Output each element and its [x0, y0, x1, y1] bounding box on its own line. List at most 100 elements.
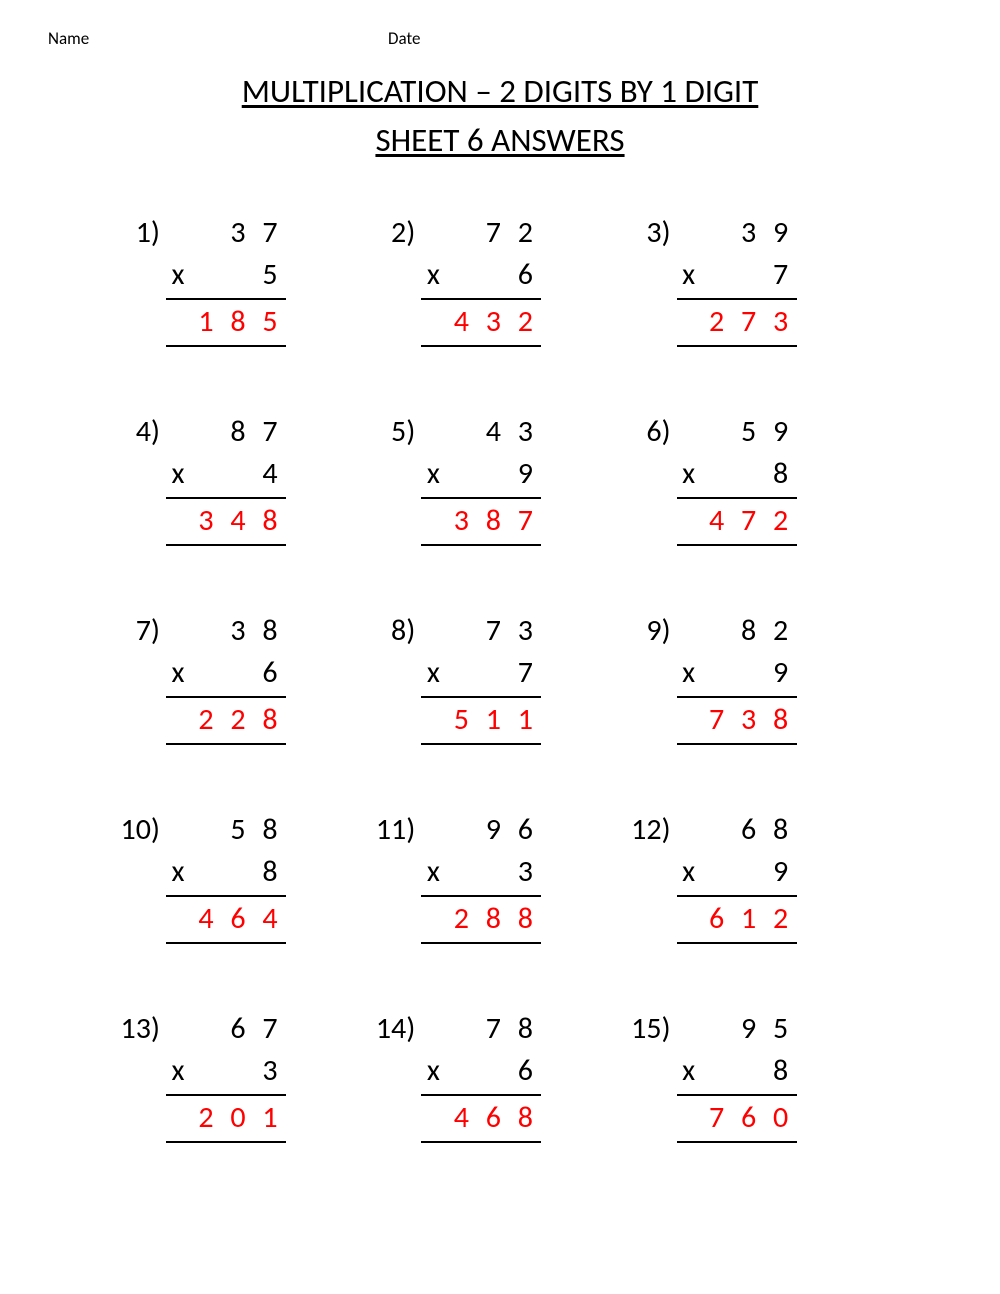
digit: 7 [254, 411, 286, 453]
digit [477, 254, 509, 296]
digit: 3 [509, 851, 541, 893]
digit: 3 [733, 699, 765, 741]
digit [222, 453, 254, 495]
multiplicand-row: 72 [421, 212, 541, 254]
digit: 8 [477, 898, 509, 940]
digit [733, 254, 765, 296]
digit: 6 [733, 809, 765, 851]
digit: 1 [477, 699, 509, 741]
problem: 2)72x6432 [363, 212, 618, 347]
digit [733, 453, 765, 495]
title-line-1: MULTIPLICATION – 2 DIGITS BY 1 DIGIT [242, 69, 759, 114]
multiplicand-row: 73 [421, 610, 541, 652]
digit: 5 [733, 411, 765, 453]
digit [733, 652, 765, 694]
digit: 1 [733, 898, 765, 940]
digit: 0 [222, 1097, 254, 1139]
name-label: Name [48, 28, 388, 49]
answer-row: 228 [166, 698, 286, 745]
digit [190, 610, 222, 652]
digit: 4 [254, 453, 286, 495]
answer-row: 738 [677, 698, 797, 745]
digit: 9 [509, 453, 541, 495]
digit: 3 [509, 411, 541, 453]
digit: 2 [190, 1097, 222, 1139]
worksheet-page: Name Date MULTIPLICATION – 2 DIGITS BY 1… [0, 0, 1000, 1183]
digit: 6 [477, 1097, 509, 1139]
problem-work: 43x9387 [421, 411, 541, 546]
digit: 2 [765, 500, 797, 542]
problem: 11)96x3288 [363, 809, 618, 944]
problem: 8)73x7511 [363, 610, 618, 745]
problem: 4)87x4348 [108, 411, 363, 546]
problem: 7)38x6228 [108, 610, 363, 745]
answer-row: 387 [421, 499, 541, 546]
problem: 6)59x8472 [619, 411, 874, 546]
problem: 3)39x7273 [619, 212, 874, 347]
digit: 9 [765, 411, 797, 453]
multiplier-row: x8 [166, 851, 286, 897]
digit: 2 [445, 898, 477, 940]
digit: 4 [445, 301, 477, 343]
digit [445, 411, 477, 453]
digit: 6 [733, 1097, 765, 1139]
times-operator: x [166, 254, 190, 296]
digit: 1 [254, 1097, 286, 1139]
digit: 8 [765, 809, 797, 851]
digit [701, 809, 733, 851]
digit: 3 [222, 212, 254, 254]
digit [445, 809, 477, 851]
times-operator: x [166, 652, 190, 694]
problem-work: 38x6228 [166, 610, 286, 745]
multiplicand-row: 96 [421, 809, 541, 851]
problem-number: 9) [619, 610, 675, 652]
answer-row: 201 [166, 1096, 286, 1143]
digit [701, 1008, 733, 1050]
answer-row: 468 [421, 1096, 541, 1143]
digit: 9 [477, 809, 509, 851]
digit: 2 [765, 610, 797, 652]
digit: 8 [254, 500, 286, 542]
multiplicand-row: 43 [421, 411, 541, 453]
date-label: Date [388, 28, 420, 49]
multiplier-row: x7 [677, 254, 797, 300]
digit: 7 [477, 610, 509, 652]
problem: 12)68x9612 [619, 809, 874, 944]
times-operator: x [166, 1050, 190, 1092]
problem-number: 6) [619, 411, 675, 453]
digit: 8 [733, 610, 765, 652]
digit: 3 [765, 301, 797, 343]
digit [477, 453, 509, 495]
digit: 4 [701, 500, 733, 542]
answer-row: 511 [421, 698, 541, 745]
problem-work: 87x4348 [166, 411, 286, 546]
digit: 7 [254, 1008, 286, 1050]
digit: 3 [254, 1050, 286, 1092]
multiplicand-row: 38 [166, 610, 286, 652]
digit: 8 [222, 411, 254, 453]
digit: 2 [509, 212, 541, 254]
problem-work: 72x6432 [421, 212, 541, 347]
digit: 7 [477, 212, 509, 254]
problem: 9)82x9738 [619, 610, 874, 745]
multiplicand-row: 67 [166, 1008, 286, 1050]
digit: 8 [765, 699, 797, 741]
times-operator: x [421, 1050, 445, 1092]
problem-work: 73x7511 [421, 610, 541, 745]
digit: 6 [509, 809, 541, 851]
digit: 4 [477, 411, 509, 453]
multiplier-row: x4 [166, 453, 286, 499]
digit: 5 [765, 1008, 797, 1050]
problem-work: 39x7273 [677, 212, 797, 347]
digit: 5 [222, 809, 254, 851]
digit: 7 [477, 1008, 509, 1050]
title-block: MULTIPLICATION – 2 DIGITS BY 1 DIGIT SHE… [48, 67, 952, 164]
multiplier-row: x9 [421, 453, 541, 499]
multiplier-row: x6 [166, 652, 286, 698]
digit [222, 652, 254, 694]
digit: 9 [765, 851, 797, 893]
multiplicand-row: 58 [166, 809, 286, 851]
problem-number: 5) [363, 411, 419, 453]
digit [701, 212, 733, 254]
answer-row: 472 [677, 499, 797, 546]
